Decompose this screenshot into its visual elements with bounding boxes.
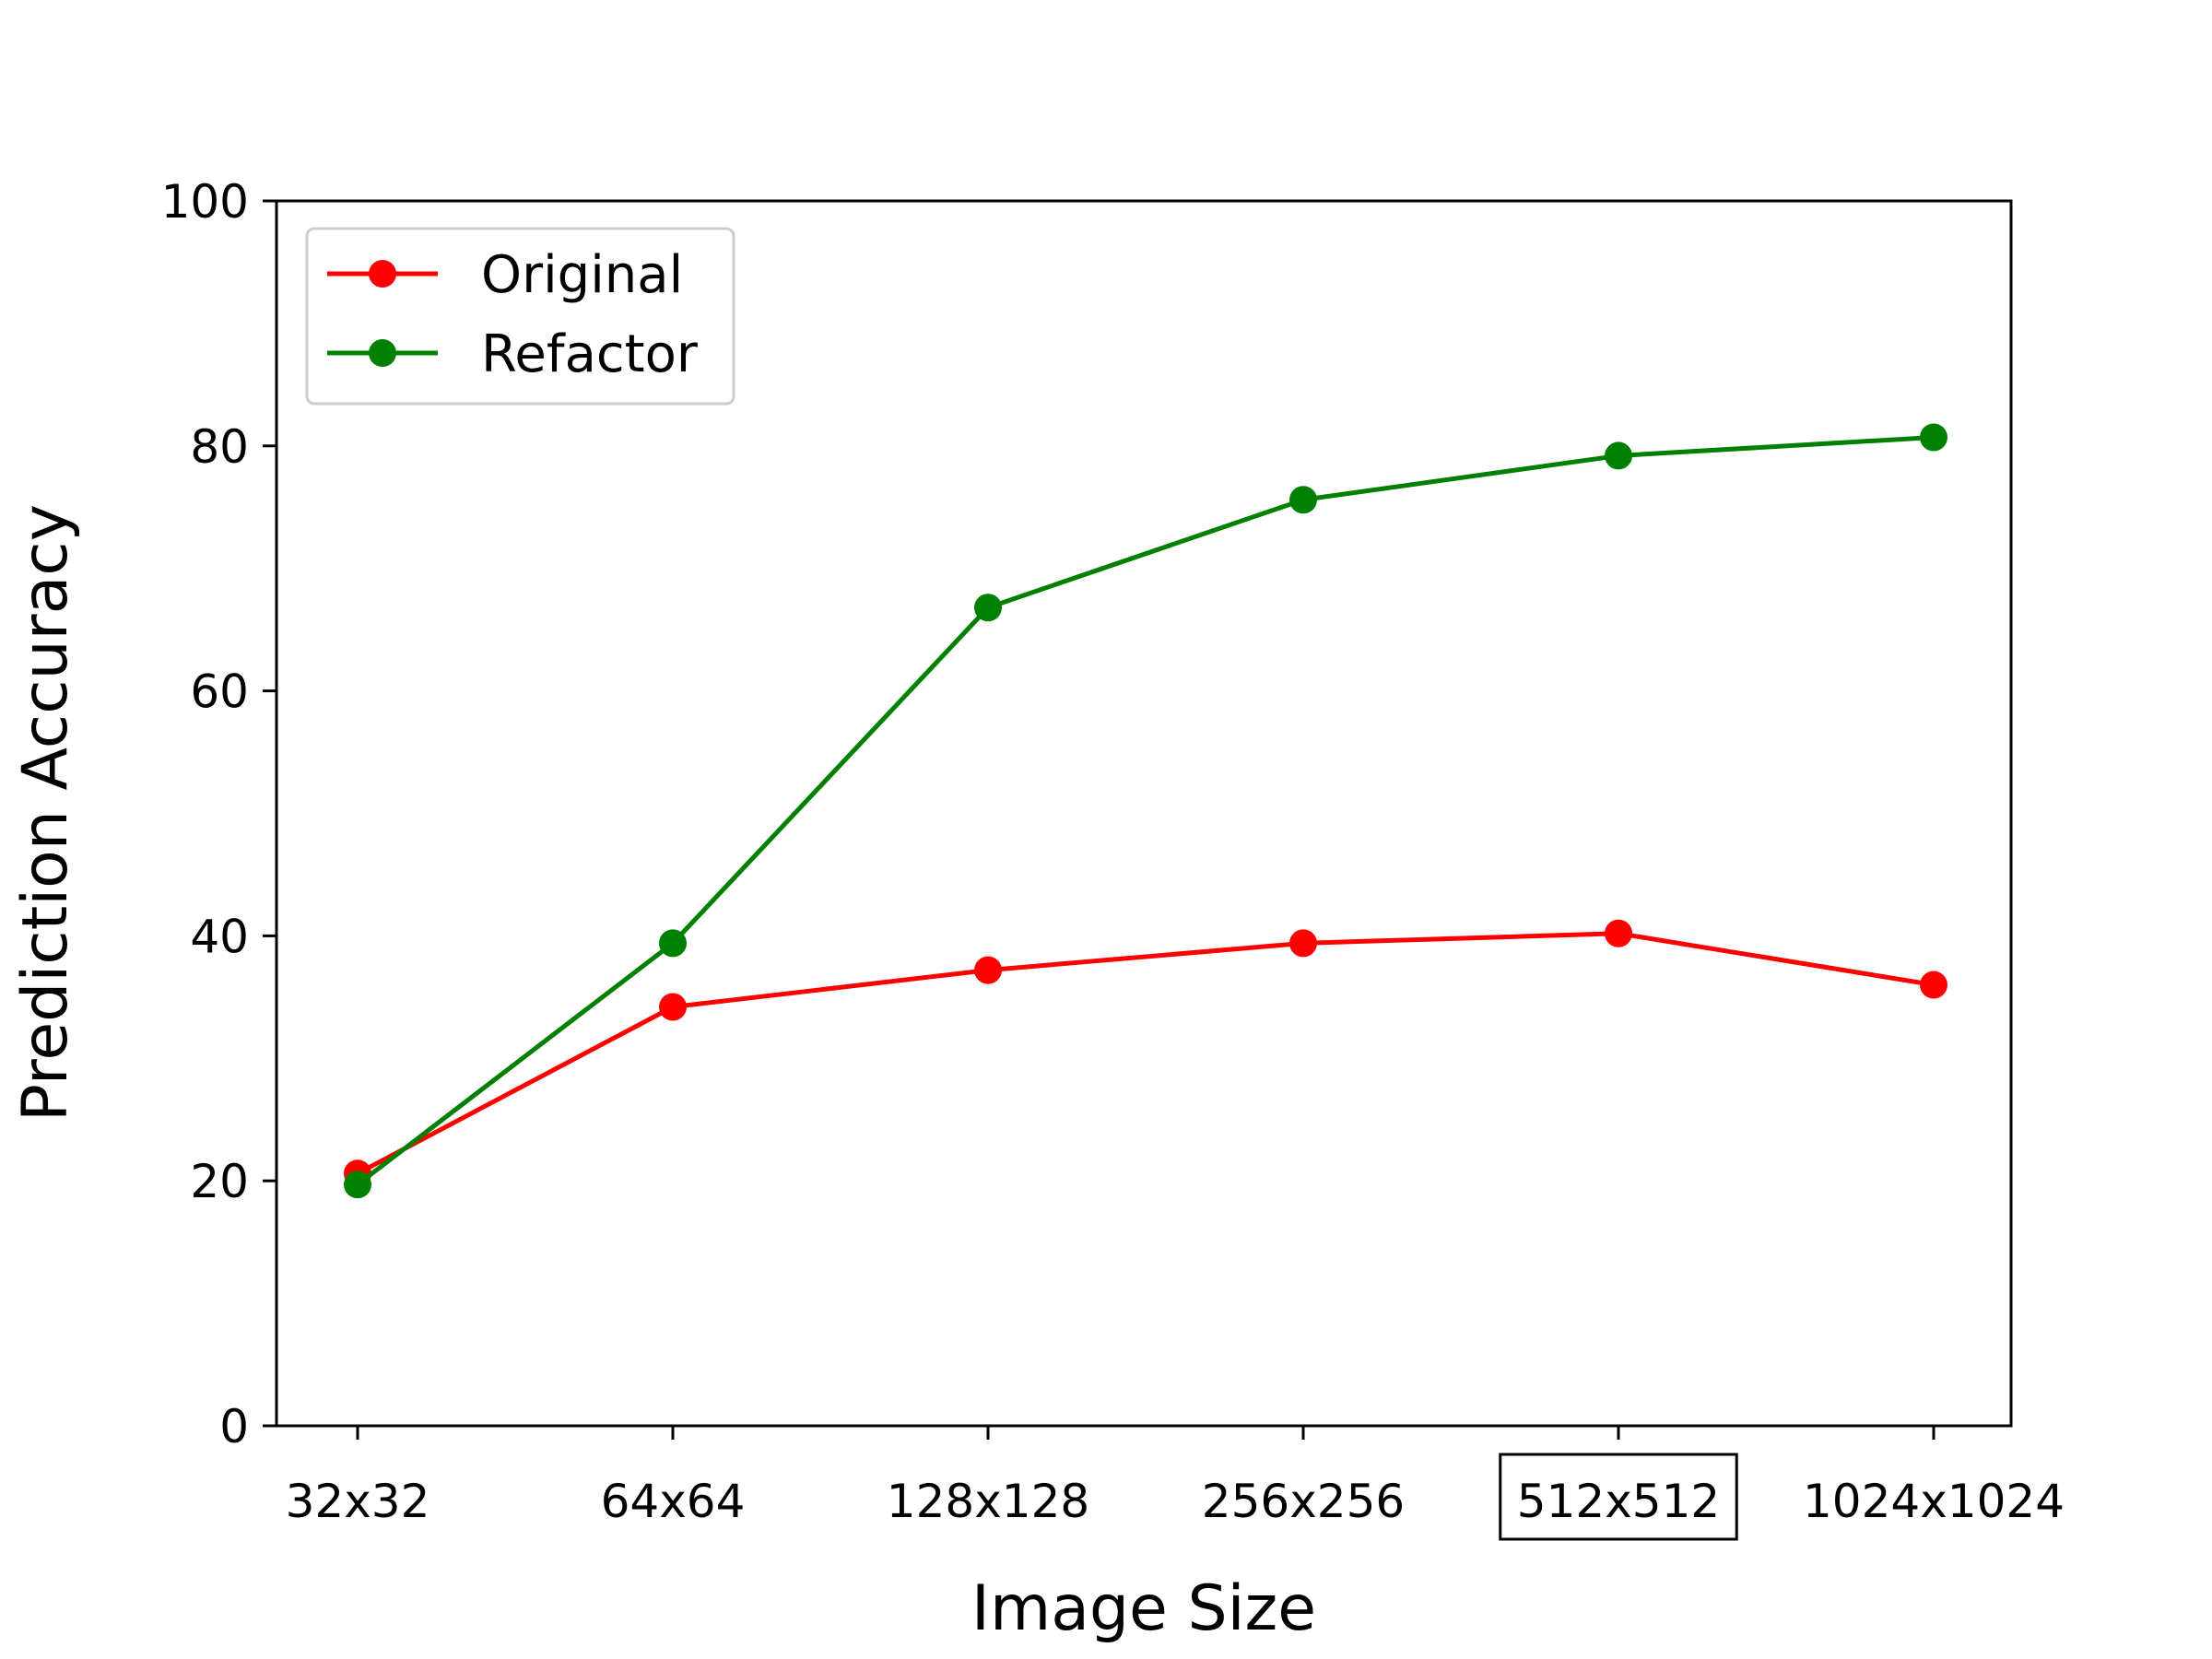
x-tick-label: 512x512: [1517, 1475, 1720, 1528]
data-point-original: [1605, 919, 1632, 947]
y-axis-title: Prediction Accuracy: [9, 504, 82, 1122]
data-point-refactor: [1605, 441, 1632, 470]
x-tick-label: 128x128: [887, 1475, 1089, 1528]
x-axis-title: Image Size: [971, 1572, 1316, 1645]
x-tick-label: 64x64: [601, 1475, 746, 1528]
x-tick-label: 256x256: [1202, 1475, 1405, 1528]
y-tick-label: 20: [190, 1155, 249, 1208]
data-point-refactor: [1289, 486, 1317, 514]
legend-marker-original: [369, 260, 396, 288]
data-point-original: [974, 956, 1002, 984]
data-point-refactor: [344, 1171, 371, 1199]
plot-frame: [275, 199, 2013, 1428]
legend-label-original: Original: [481, 245, 683, 305]
data-point-refactor: [1920, 423, 1947, 452]
data-point-refactor: [974, 594, 1002, 622]
y-axis: 0 20 40 60 80 100: [161, 175, 276, 1453]
data-point-refactor: [659, 929, 687, 958]
highlighted-tick-box: [1499, 1453, 1738, 1541]
x-tick-label: 32x32: [286, 1475, 430, 1528]
y-tick-label: 80: [190, 420, 249, 474]
y-tick-label: 0: [219, 1400, 249, 1453]
data-point-original: [1289, 929, 1317, 958]
series-line-refactor: [356, 435, 1935, 1187]
legend: Original Refactor: [305, 227, 735, 406]
series-layer: [344, 423, 1947, 1199]
data-point-original: [1920, 971, 1947, 999]
y-tick-label: 100: [161, 175, 249, 229]
legend-label-refactor: Refactor: [481, 324, 699, 384]
data-point-original: [659, 993, 687, 1021]
legend-marker-refactor: [369, 339, 396, 367]
x-axis: 32x32 64x64 128x128 256x256 512x512 1024x1024: [286, 1426, 2065, 1541]
series-line-original: [356, 931, 1935, 1176]
x-tick-label: 1024x1024: [1803, 1475, 2065, 1528]
y-tick-label: 40: [190, 910, 249, 963]
y-tick-label: 60: [190, 665, 249, 719]
